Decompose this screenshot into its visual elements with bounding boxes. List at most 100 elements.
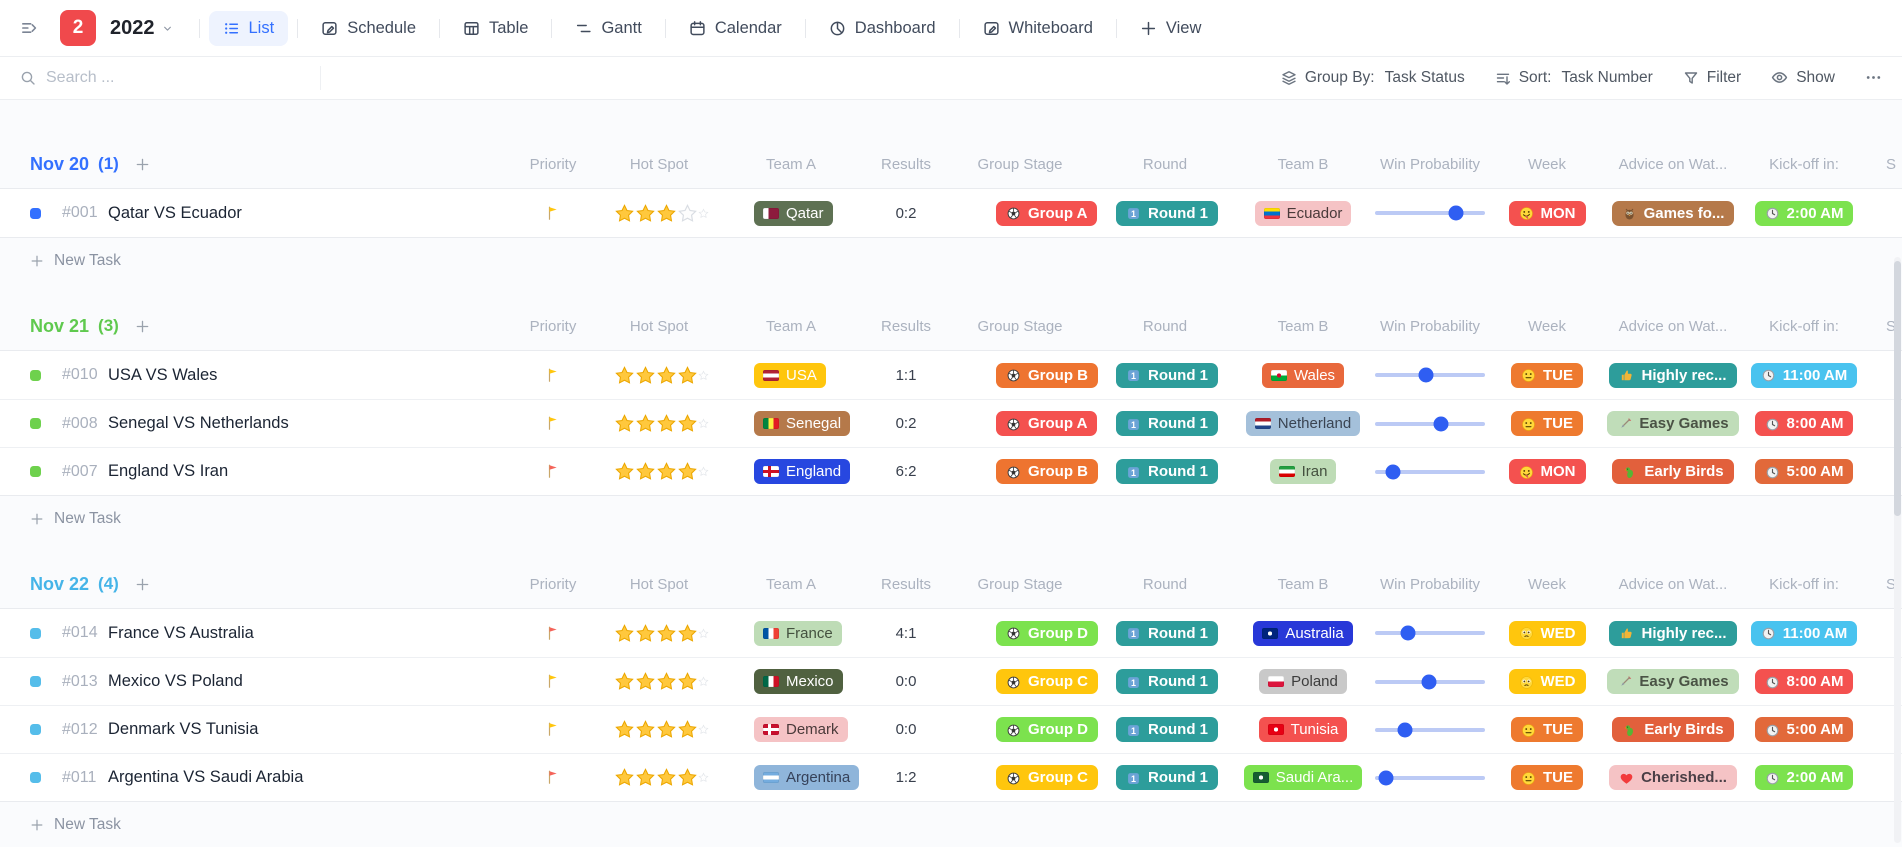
task-status-square[interactable] [30,772,41,783]
column-header-round[interactable]: Round [1142,317,1188,335]
win-probability-slider[interactable] [1375,722,1485,737]
team-b-tag[interactable]: Saudi Ara... [1243,765,1363,790]
week-tag[interactable]: TUE [1511,717,1583,742]
advice-tag[interactable]: Highly rec... [1609,620,1737,646]
tab-table[interactable]: Table [449,11,542,46]
search-box[interactable] [20,69,320,87]
week-tag[interactable]: MON [1508,459,1586,484]
round-tag[interactable]: 1 Round 1 [1116,411,1218,436]
column-header-priority[interactable]: Priority [529,317,577,335]
team-b-tag[interactable]: Netherland [1245,411,1361,436]
team-b-tag[interactable]: Tunisia [1258,717,1348,742]
team-b-tag[interactable]: Ecuador [1254,200,1352,226]
task-name[interactable]: England VS Iran [108,462,229,480]
win-probability-slider[interactable] [1375,416,1485,431]
slider-knob[interactable] [1433,416,1449,431]
week-tag[interactable]: MON [1508,200,1586,226]
column-header-team-a[interactable]: Team A [765,155,817,173]
round-tag[interactable]: 1 Round 1 [1116,200,1218,226]
advice-tag[interactable]: Early Birds [1612,717,1734,742]
hot-spot-rating[interactable] [598,623,720,644]
advice-tag[interactable]: Easy Games [1607,669,1739,694]
column-header-priority[interactable]: Priority [529,155,577,173]
priority-flag-icon[interactable] [508,673,598,691]
group-title[interactable]: Nov 22 [30,573,90,594]
column-header-kick-off-in-[interactable]: Kick-off in: [1769,317,1839,335]
hot-spot-rating[interactable] [598,719,720,740]
column-header-team-a[interactable]: Team A [765,575,817,593]
column-header-priority[interactable]: Priority [529,575,577,593]
task-status-square[interactable] [30,627,41,639]
vertical-scrollbar[interactable] [1894,257,1901,843]
hot-spot-rating[interactable] [598,461,720,482]
column-header-week[interactable]: Week [1527,575,1567,593]
team-a-tag[interactable]: France [754,620,842,646]
sort-control[interactable]: Sort: Task Number [1495,69,1653,87]
new-task-button[interactable]: New Task [0,802,1902,847]
column-header-hot-spot[interactable]: Hot Spot [629,575,689,593]
team-a-tag[interactable]: Senegal [754,411,851,436]
add-task-plus-icon[interactable] [135,157,150,172]
column-header-win-probability[interactable]: Win Probability [1379,155,1481,173]
kickoff-tag[interactable]: 5:00 AM [1754,459,1854,484]
group-stage-tag[interactable]: Group A [996,200,1098,226]
kickoff-tag[interactable]: 11:00 AM [1750,620,1858,646]
week-tag[interactable]: TUE [1511,362,1583,388]
column-header-week[interactable]: Week [1527,155,1567,173]
team-a-tag[interactable]: USA [754,362,826,388]
task-status-square[interactable] [30,418,41,429]
column-header-advice-on-wat-[interactable]: Advice on Wat... [1618,317,1728,335]
column-header-round[interactable]: Round [1142,155,1188,173]
group-stage-tag[interactable]: Group D [996,620,1098,646]
advice-tag[interactable]: Early Birds [1612,459,1734,484]
team-a-tag[interactable]: Argentina [754,765,860,790]
task-name[interactable]: Mexico VS Poland [108,672,243,690]
group-stage-tag[interactable]: Group B [996,459,1098,484]
slider-knob[interactable] [1385,464,1401,479]
task-status-square[interactable] [30,369,41,381]
advice-tag[interactable]: Cherished... [1609,765,1737,790]
priority-flag-icon[interactable] [508,624,598,642]
slider-knob[interactable] [1378,770,1394,785]
group-title[interactable]: Nov 20 [30,153,90,174]
new-task-button[interactable]: New Task [0,496,1902,542]
task-status-square[interactable] [30,724,41,735]
team-a-tag[interactable]: Qatar [754,200,833,226]
tab-dashboard[interactable]: Dashboard [815,11,950,46]
task-status-square[interactable] [30,207,41,219]
win-probability-slider[interactable] [1375,367,1485,383]
kickoff-tag[interactable]: 11:00 AM [1750,362,1858,388]
advice-tag[interactable]: Games fo... [1611,200,1735,226]
column-header-group-stage[interactable]: Group Stage [977,155,1063,173]
column-header-week[interactable]: Week [1527,317,1567,335]
round-tag[interactable]: 1 Round 1 [1116,362,1218,388]
workspace-badge[interactable]: 2 [60,10,96,46]
tab-gantt[interactable]: Gantt [561,11,655,46]
column-header-team-b[interactable]: Team B [1277,575,1329,593]
column-header-win-probability[interactable]: Win Probability [1379,317,1481,335]
add-task-plus-icon[interactable] [135,577,150,592]
group-stage-tag[interactable]: Group C [996,669,1098,694]
tab-list[interactable]: List [208,10,289,46]
advice-tag[interactable]: Highly rec... [1609,362,1737,388]
search-input[interactable] [46,69,276,87]
column-header-results[interactable]: Results [880,155,932,173]
workspace-title[interactable]: 2022 [110,16,155,39]
column-header-advice-on-wat-[interactable]: Advice on Wat... [1618,575,1728,593]
column-header-kick-off-in-[interactable]: Kick-off in: [1769,575,1839,593]
team-a-tag[interactable]: Mexico [754,669,843,694]
column-header-s[interactable]: S [1886,155,1897,173]
kickoff-tag[interactable]: 2:00 AM [1754,765,1854,790]
task-name[interactable]: Senegal VS Netherlands [108,414,289,432]
priority-flag-icon[interactable] [508,366,598,384]
priority-flag-icon[interactable] [508,204,598,222]
kickoff-tag[interactable]: 8:00 AM [1754,411,1854,436]
win-probability-slider[interactable] [1375,205,1485,221]
group-stage-tag[interactable]: Group B [996,362,1098,388]
win-probability-slider[interactable] [1375,625,1485,641]
filter-control[interactable]: Filter [1683,69,1741,87]
chevron-down-icon[interactable] [161,22,174,35]
advice-tag[interactable]: Easy Games [1607,411,1739,436]
tab-schedule[interactable]: Schedule [307,11,430,46]
column-header-team-a[interactable]: Team A [765,317,817,335]
